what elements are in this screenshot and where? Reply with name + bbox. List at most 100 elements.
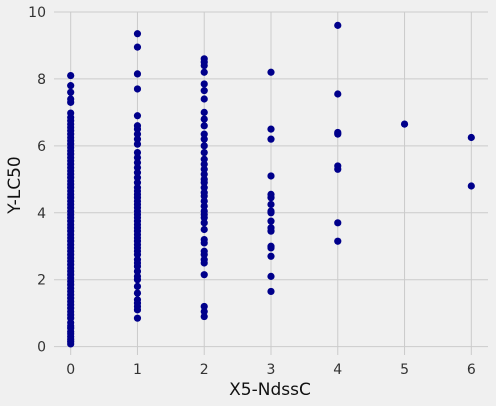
data-point <box>200 122 208 130</box>
data-point <box>133 85 142 93</box>
data-point <box>133 140 142 148</box>
x-tick-label: 3 <box>267 362 276 378</box>
data-point <box>334 162 342 170</box>
y-tick-label: 6 <box>37 139 46 155</box>
data-point <box>133 112 142 120</box>
data-point <box>200 115 208 123</box>
data-point <box>67 82 75 90</box>
data-point <box>400 120 409 128</box>
x-tick-label: 0 <box>66 362 75 378</box>
y-tick-label: 2 <box>37 273 46 289</box>
data-point <box>200 202 208 210</box>
data-point <box>334 219 342 227</box>
y-tick-label: 4 <box>37 206 46 222</box>
data-point <box>267 242 275 250</box>
data-point <box>200 95 208 103</box>
data-point <box>133 130 142 138</box>
data-point <box>200 87 208 95</box>
data-point <box>200 142 208 150</box>
data-point <box>267 135 275 143</box>
data-point <box>200 225 208 234</box>
x-tick-label: 2 <box>200 362 209 378</box>
data-point <box>200 80 208 88</box>
data-point <box>67 95 75 103</box>
data-point <box>133 296 142 304</box>
data-point <box>200 108 208 116</box>
y-axis-label: Y-LC50 <box>5 156 25 214</box>
x-tick-label: 6 <box>467 362 476 378</box>
y-tick-labels: 0 2 4 6 8 10 <box>28 5 46 356</box>
data-point <box>267 190 275 198</box>
x-tick-label: 4 <box>333 362 342 378</box>
data-point <box>133 43 142 51</box>
data-point <box>267 272 275 280</box>
data-point <box>200 148 208 157</box>
data-point <box>133 282 142 290</box>
x-axis-label: X5-NdssC <box>229 380 311 400</box>
data-point <box>133 30 142 38</box>
data-point <box>334 128 342 137</box>
data-point <box>267 287 275 296</box>
data-point <box>200 312 208 321</box>
data-point <box>267 252 275 260</box>
data-point <box>133 184 142 192</box>
data-point <box>200 247 208 255</box>
x-tick-label: 1 <box>133 362 142 378</box>
data-point <box>133 158 142 167</box>
data-point <box>133 179 142 187</box>
data-point <box>133 164 142 172</box>
y-tick-label: 0 <box>37 340 46 356</box>
data-point <box>267 68 275 76</box>
data-point <box>133 122 142 130</box>
data-point <box>200 55 208 63</box>
data-point <box>200 302 208 311</box>
data-point <box>200 207 208 215</box>
y-tick-label: 10 <box>28 5 46 21</box>
data-point <box>467 133 475 142</box>
data-point <box>133 267 142 275</box>
data-point <box>200 130 208 138</box>
data-point <box>200 256 208 264</box>
data-point <box>200 135 208 143</box>
data-point <box>267 217 275 225</box>
data-point <box>133 272 142 280</box>
data-point <box>334 90 342 98</box>
data-point <box>133 153 142 162</box>
data-point <box>334 237 342 245</box>
data-point <box>200 165 208 173</box>
data-point <box>67 88 75 96</box>
y-tick-label: 8 <box>37 72 46 88</box>
data-point <box>200 197 208 205</box>
data-point <box>200 175 208 183</box>
data-points <box>67 21 475 348</box>
data-point <box>267 224 275 232</box>
data-point <box>133 135 142 143</box>
x-tick-labels: 0 1 2 3 4 5 6 <box>66 362 476 378</box>
data-point <box>133 70 142 78</box>
data-point <box>200 170 208 178</box>
data-point <box>200 68 208 76</box>
x-tick-label: 5 <box>400 362 409 378</box>
data-point <box>133 174 142 182</box>
data-point <box>133 289 142 297</box>
grid-lines <box>54 11 488 355</box>
data-point <box>133 169 142 177</box>
data-point <box>133 148 142 157</box>
data-point <box>267 207 275 215</box>
data-point <box>200 155 208 163</box>
data-point <box>200 160 208 168</box>
data-point <box>200 184 208 192</box>
data-point <box>133 314 142 322</box>
data-point <box>267 200 275 209</box>
data-point <box>200 219 208 227</box>
data-point <box>267 125 275 133</box>
data-point <box>67 109 75 117</box>
data-point <box>267 172 275 180</box>
data-point <box>200 271 208 279</box>
data-point <box>467 182 475 190</box>
data-point <box>334 21 342 29</box>
data-point <box>200 235 208 244</box>
data-point <box>67 71 75 80</box>
data-point <box>200 307 208 316</box>
